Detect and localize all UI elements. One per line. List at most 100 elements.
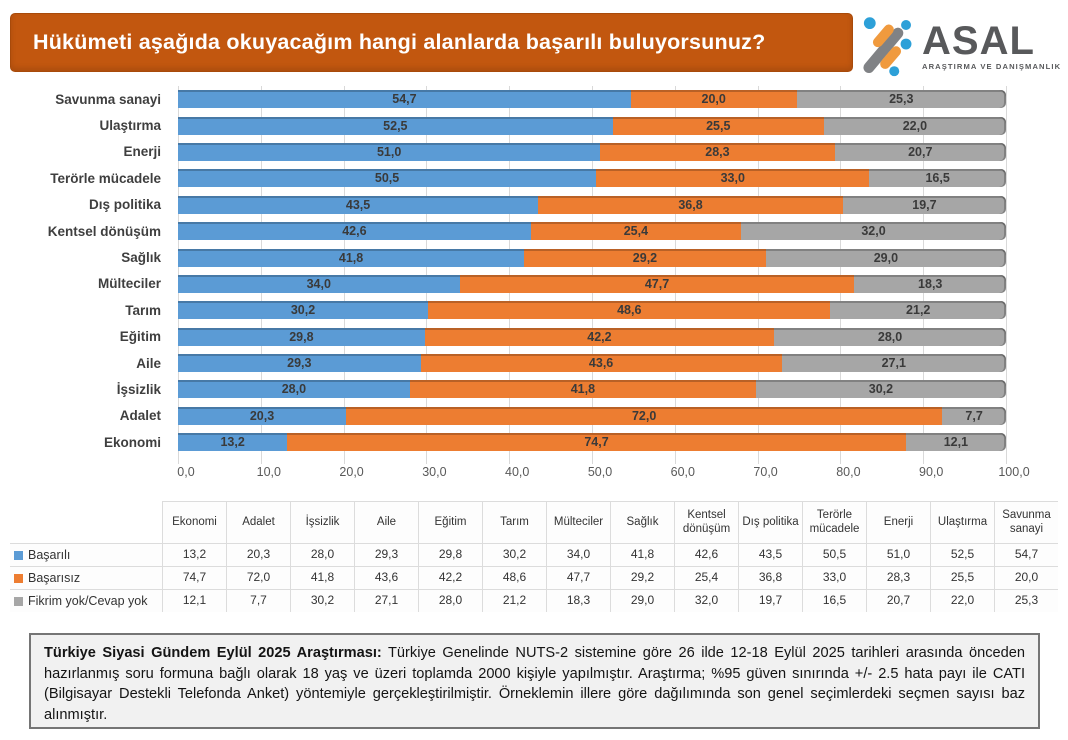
category-label: Tarım bbox=[125, 302, 161, 318]
bar-track: 52,5 25,5 22,0 bbox=[178, 116, 1006, 135]
table-value-cell: 19,7 bbox=[738, 589, 802, 612]
table-header-cell: Aile bbox=[354, 501, 418, 543]
legend-swatch-icon bbox=[14, 573, 23, 583]
table-value-cell: 25,4 bbox=[674, 566, 738, 589]
table-value-cell: 30,2 bbox=[482, 543, 546, 566]
table-value-cell: 7,7 bbox=[226, 589, 290, 612]
table-value-cell: 51,0 bbox=[866, 543, 930, 566]
category-label: Dış politika bbox=[88, 197, 161, 213]
bar-segment-basarisiz: 48,6 bbox=[428, 301, 831, 320]
table-value-cell: 30,2 bbox=[290, 589, 354, 612]
bar-track: 42,6 25,4 32,0 bbox=[178, 222, 1006, 241]
bar-segment-fikrim-yok: 28,0 bbox=[774, 327, 1006, 346]
bar-segment-fikrim-yok: 16,5 bbox=[869, 169, 1006, 188]
bar-segment-fikrim-yok: 18,3 bbox=[854, 274, 1006, 293]
x-axis-tick: 70,0 bbox=[753, 465, 778, 480]
bar-segment-basarili: 29,3 bbox=[178, 354, 421, 373]
bar-segment-fikrim-yok: 25,3 bbox=[796, 90, 1006, 109]
bar-row: Sağlık 41,8 29,2 29,0 bbox=[10, 244, 1058, 270]
table-value-cell: 47,7 bbox=[546, 566, 610, 589]
plot-rows: Savunma sanayi 54,7 20,0 25,3 Ulaştırma 52,5 2… bbox=[10, 86, 1058, 455]
bar-segment-basarili: 50,5 bbox=[178, 169, 597, 188]
bar-segment-basarisiz: 28,3 bbox=[600, 142, 835, 161]
table-header-cell: Enerji bbox=[866, 501, 930, 543]
bar-track: 20,3 72,0 7,7 bbox=[178, 406, 1006, 425]
table-value-cell: 34,0 bbox=[546, 543, 610, 566]
table-header-cell: Adalet bbox=[226, 501, 290, 543]
table-header-cell: Tarım bbox=[482, 501, 546, 543]
category-label: İşsizlik bbox=[116, 381, 161, 397]
asal-logo: ASAL ARAŞTIRMA VE DANIŞMANLIK bbox=[858, 6, 1062, 86]
x-axis-tick: 0,0 bbox=[177, 465, 195, 480]
bar-track: 34,0 47,7 18,3 bbox=[178, 274, 1006, 293]
bar-segment-fikrim-yok: 21,2 bbox=[830, 301, 1006, 320]
table-header-cell: Sağlık bbox=[610, 501, 674, 543]
bar-segment-basarisiz: 33,0 bbox=[596, 169, 870, 188]
methodology-footnote: Türkiye Siyasi Gündem Eylül 2025 Araştır… bbox=[29, 633, 1040, 729]
table-value-cell: 13,2 bbox=[162, 543, 226, 566]
legend-row-label: Başarısız bbox=[10, 566, 162, 589]
bar-segment-fikrim-yok: 12,1 bbox=[905, 433, 1006, 452]
asal-logo-name: ASAL bbox=[922, 19, 1035, 64]
table-value-cell: 28,0 bbox=[290, 543, 354, 566]
asal-logo-text: ASAL ARAŞTIRMA VE DANIŞMANLIK bbox=[922, 21, 1061, 71]
table-value-cell: 16,5 bbox=[802, 589, 866, 612]
table-value-cell: 52,5 bbox=[930, 543, 994, 566]
table-value-cell: 12,1 bbox=[162, 589, 226, 612]
category-label: Terörle mücadele bbox=[50, 170, 161, 186]
table-value-cell: 43,6 bbox=[354, 566, 418, 589]
bar-segment-basarisiz: 36,8 bbox=[538, 195, 843, 214]
bar-segment-basarisiz: 47,7 bbox=[459, 274, 855, 293]
legend-label-text: Başarısız bbox=[28, 570, 81, 585]
category-label: Ekonomi bbox=[103, 434, 161, 450]
category-label: Sağlık bbox=[121, 250, 161, 266]
bar-segment-basarili: 30,2 bbox=[178, 301, 429, 320]
legend-swatch-icon bbox=[14, 550, 23, 560]
table-value-cell: 74,7 bbox=[162, 566, 226, 589]
category-label: Kentsel dönüşüm bbox=[47, 223, 161, 239]
legend-label-text: Fikrim yok/Cevap yok bbox=[28, 593, 148, 608]
bar-row: Aile 29,3 43,6 27,1 bbox=[10, 350, 1058, 376]
bar-track: 43,5 36,8 19,7 bbox=[178, 195, 1006, 214]
category-label: Enerji bbox=[123, 144, 161, 160]
table-header-cell: Dış politika bbox=[738, 501, 802, 543]
table-corner-cell bbox=[10, 501, 162, 543]
bar-segment-basarili: 43,5 bbox=[178, 195, 539, 214]
bar-track: 29,8 42,2 28,0 bbox=[178, 327, 1006, 346]
table-header-cell: Kentsel dönüşüm bbox=[674, 501, 738, 543]
x-axis-tick: 50,0 bbox=[587, 465, 613, 480]
bar-segment-basarisiz: 72,0 bbox=[346, 406, 943, 425]
bar-segment-fikrim-yok: 32,0 bbox=[741, 222, 1006, 241]
bar-track: 30,2 48,6 21,2 bbox=[178, 301, 1006, 320]
category-label: Aile bbox=[136, 355, 161, 371]
table-value-cell: 27,1 bbox=[354, 589, 418, 612]
table-value-cell: 28,0 bbox=[418, 589, 482, 612]
bar-row: İşsizlik 28,0 41,8 30,2 bbox=[10, 376, 1058, 402]
table-value-cell: 33,0 bbox=[802, 566, 866, 589]
table-value-cell: 22,0 bbox=[930, 589, 994, 612]
bar-track: 29,3 43,6 27,1 bbox=[178, 354, 1006, 373]
table-value-cell: 25,3 bbox=[994, 589, 1058, 612]
legend-row-label: Başarılı bbox=[10, 543, 162, 566]
bar-row: Dış politika 43,5 36,8 19,7 bbox=[10, 192, 1058, 218]
table-value-cell: 41,8 bbox=[610, 543, 674, 566]
title-bar: Hükümeti aşağıda okuyacağım hangi alanla… bbox=[10, 13, 853, 72]
x-axis-tick: 100,0 bbox=[998, 465, 1030, 480]
bar-segment-basarisiz: 25,5 bbox=[612, 116, 824, 135]
bar-row: Savunma sanayi 54,7 20,0 25,3 bbox=[10, 86, 1058, 112]
table-value-cell: 25,5 bbox=[930, 566, 994, 589]
bar-row: Ekonomi 13,2 74,7 12,1 bbox=[10, 429, 1058, 455]
table-value-cell: 20,7 bbox=[866, 589, 930, 612]
page-title: Hükümeti aşağıda okuyacağım hangi alanla… bbox=[33, 30, 766, 54]
table-value-cell: 36,8 bbox=[738, 566, 802, 589]
table-value-cell: 18,3 bbox=[546, 589, 610, 612]
legend-swatch-icon bbox=[14, 596, 23, 606]
x-axis-tick: 90,0 bbox=[919, 465, 944, 480]
legend-row-label: Fikrim yok/Cevap yok bbox=[10, 589, 162, 612]
bar-segment-fikrim-yok: 27,1 bbox=[781, 354, 1006, 373]
bar-track: 51,0 28,3 20,7 bbox=[178, 142, 1006, 161]
table-value-cell: 20,0 bbox=[994, 566, 1058, 589]
x-axis-tick: 80,0 bbox=[836, 465, 861, 480]
x-axis-tick: 60,0 bbox=[670, 465, 695, 480]
bar-row: Adalet 20,3 72,0 7,7 bbox=[10, 403, 1058, 429]
